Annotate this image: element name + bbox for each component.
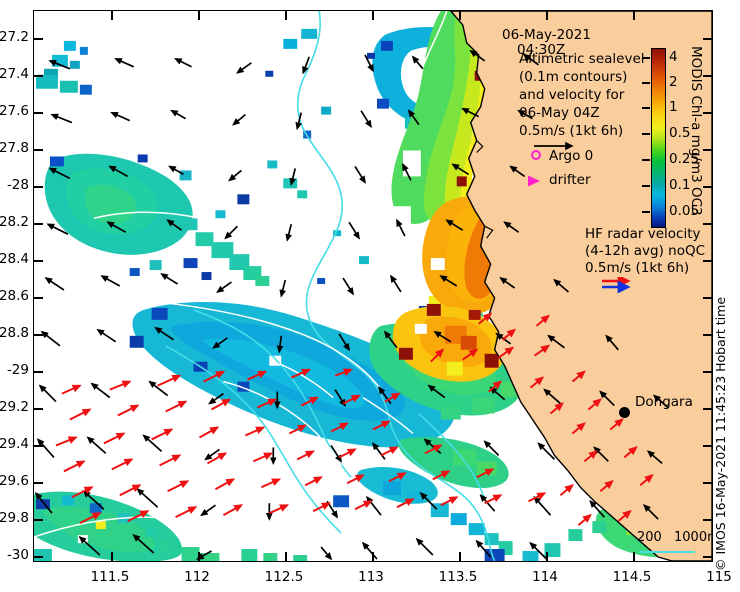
- y-tick-label: 29.4: [0, 436, 29, 452]
- reference-velocity-arrow-icon: [534, 141, 574, 151]
- y-tick-label: 27.6: [0, 103, 29, 119]
- colorbar-tick-0.5: 0.5: [669, 125, 691, 141]
- scale-label-200: 200: [637, 530, 662, 545]
- y-tick-label: 29.2: [0, 399, 29, 415]
- colorbar-tick-0.25: 0.25: [669, 151, 700, 167]
- x-axis-labels: 111.5 112 112.5 113 113.5 114 114.5 115: [0, 562, 740, 592]
- description-line-5: 0.5m/s (1kt 6h): [519, 123, 624, 139]
- y-tick-label: -30: [6, 547, 29, 563]
- y-tick-label: -28: [6, 177, 29, 193]
- y-tick-label: 27.2: [0, 29, 29, 45]
- chl-southwest-blob: [34, 491, 308, 561]
- argo-legend-label: Argo 0: [549, 148, 594, 164]
- y-tick-label: 27.4: [0, 66, 29, 82]
- colorbar-tick-0.05: 0.05: [669, 203, 700, 219]
- drifter-legend-label: drifter: [549, 172, 591, 188]
- colorbar-tick-0.1: 0.1: [669, 177, 691, 193]
- y-tick-label: 28.8: [0, 325, 29, 341]
- hf-radar-reference-arrow-icon: [602, 277, 631, 293]
- drifter-marker-icon: [528, 175, 540, 187]
- x-tick-label: 113.5: [438, 569, 478, 585]
- description-line-2: (0.1m contours): [519, 69, 628, 85]
- x-tick-label: 113: [358, 569, 384, 585]
- hf-radar-line-1: HF radar velocity: [585, 226, 701, 242]
- y-tick-label: 29.6: [0, 473, 29, 489]
- map-raster-layer: [34, 11, 712, 561]
- y-axis-labels: 27.2 27.4 27.6 27.8 -28 28.2 28.4 28.6 2…: [0, 0, 33, 592]
- x-tick-label: 114.5: [612, 569, 652, 585]
- description-line-4: 06-May 04Z: [519, 105, 600, 121]
- scale-label-1000m: 1000m: [674, 530, 712, 545]
- argo-marker-icon: [531, 150, 541, 160]
- plot-frame-ticks: [34, 11, 712, 561]
- colorbar-tick-4: 4: [669, 49, 678, 65]
- map-plot-area[interactable]: 06-May-2021 04:30Z Altimetric sealevel (…: [33, 10, 713, 562]
- scale-bar-line: [639, 551, 695, 553]
- figure-title-date: 06-May-2021: [502, 27, 591, 43]
- description-line-3: and velocity for: [519, 87, 625, 103]
- y-tick-label: -29: [6, 362, 29, 378]
- x-tick-label: 112: [184, 569, 210, 585]
- y-tick-label: 27.8: [0, 140, 29, 156]
- x-tick-label: 114: [532, 569, 558, 585]
- altimetry-velocity-vectors: [34, 49, 669, 561]
- x-tick-label: 112.5: [264, 569, 304, 585]
- colorbar-title: MODIS Chl-a mg/m3 OC3: [688, 46, 704, 216]
- hf-radar-line-3: 0.5m/s (1kt 6h): [585, 260, 690, 276]
- land-and-coastline: [450, 11, 712, 561]
- y-tick-label: 29.8: [0, 510, 29, 526]
- y-tick-label: 28.2: [0, 214, 29, 230]
- colorbar-tick-1: 1: [669, 99, 678, 115]
- imos-credit-text: © IMOS 16-May-2021 11:45:23 Hobart time: [713, 296, 728, 571]
- description-line-1: Altimetric sealevel: [519, 51, 645, 67]
- dongara-place-label: Dongara: [635, 394, 693, 410]
- hf-radar-line-2: (4-12h avg) noQC: [585, 243, 706, 259]
- hf-radar-velocity-vectors: [55, 312, 654, 526]
- y-tick-label: 28.4: [0, 251, 29, 267]
- colorbar-tick-2: 2: [669, 74, 678, 90]
- x-tick-label: 111.5: [90, 569, 130, 585]
- colorbar-gradient: [651, 48, 666, 228]
- x-tick-label: 115: [706, 569, 732, 585]
- y-tick-label: 28.6: [0, 288, 29, 304]
- figure-title-time: 04:30Z: [517, 42, 566, 58]
- dongara-place-dot-icon: [619, 407, 630, 418]
